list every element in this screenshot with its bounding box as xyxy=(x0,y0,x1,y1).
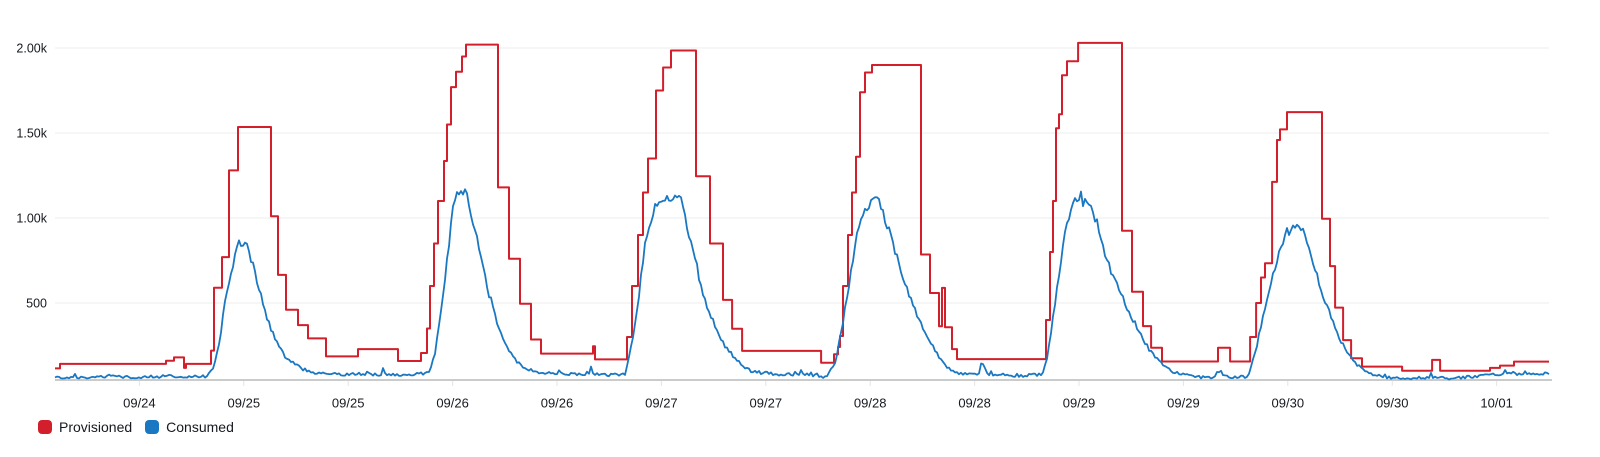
x-axis-label-2: 09/25 xyxy=(332,396,365,411)
x-axis-label-13: 10/01 xyxy=(1480,396,1513,411)
x-axis-label-7: 09/28 xyxy=(854,396,887,411)
series-line-consumed xyxy=(54,188,1550,381)
y-axis-label-1.00k: 1.00k xyxy=(16,211,47,225)
x-axis-label-3: 09/26 xyxy=(436,396,469,411)
consumed-series-swatch-icon xyxy=(145,420,160,434)
x-axis-label-8: 09/28 xyxy=(958,396,991,411)
y-axis-label-500: 500 xyxy=(26,296,47,310)
x-axis-label-9: 09/29 xyxy=(1063,396,1096,411)
legend-label-provisioned: Provisioned xyxy=(59,419,133,435)
legend-label-consumed: Consumed xyxy=(166,419,234,435)
x-axis-label-1: 09/25 xyxy=(228,396,261,411)
x-axis-label-5: 09/27 xyxy=(645,396,678,411)
legend-item-consumed[interactable]: Consumed xyxy=(145,419,234,435)
x-axis-label-10: 09/29 xyxy=(1167,396,1200,411)
y-axis-label-2.00k: 2.00k xyxy=(16,41,47,55)
y-axis-label-1.50k: 1.50k xyxy=(16,126,47,140)
x-axis-label-0: 09/24 xyxy=(123,396,156,411)
chart-legend: Provisioned Consumed xyxy=(38,419,234,435)
series-line-provisioned xyxy=(55,41,1549,372)
x-axis-label-12: 09/30 xyxy=(1376,396,1409,411)
x-axis-label-6: 09/27 xyxy=(750,396,783,411)
x-axis-label-4: 09/26 xyxy=(541,396,574,411)
legend-item-provisioned[interactable]: Provisioned xyxy=(38,419,132,435)
provisioned-series-swatch-icon xyxy=(38,420,52,434)
x-axis-label-11: 09/30 xyxy=(1272,396,1305,411)
